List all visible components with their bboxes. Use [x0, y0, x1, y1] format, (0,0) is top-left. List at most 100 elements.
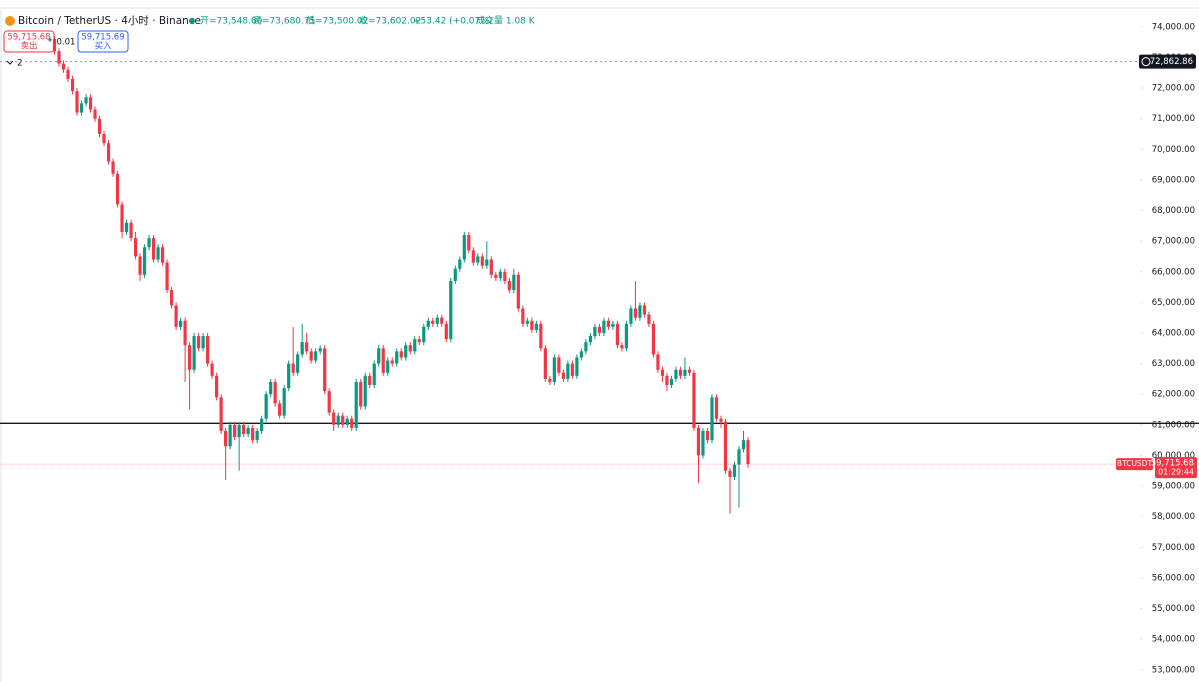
candle-body	[124, 222, 129, 232]
spread: 0.01	[57, 38, 76, 48]
candle-body	[606, 320, 610, 327]
candle-body	[471, 250, 475, 263]
candle-body	[237, 424, 241, 438]
y-tick-label: 69,000.00	[1152, 175, 1195, 185]
candle-body	[624, 323, 629, 349]
y-tick-label: 58,000.00	[1152, 512, 1195, 522]
candle-body	[539, 323, 543, 349]
candle-body	[530, 320, 534, 330]
candle-body	[57, 51, 61, 64]
candle-body	[462, 235, 466, 260]
candle-body	[620, 345, 624, 349]
candle-body	[206, 336, 210, 364]
candle-body	[372, 363, 376, 386]
candle-body	[282, 388, 286, 416]
candle-body	[368, 375, 372, 386]
candle-body	[678, 369, 683, 376]
open-value: 开=73,548.60	[200, 16, 263, 27]
candle-body	[633, 308, 638, 318]
candle-body	[584, 342, 588, 352]
candle-body	[160, 247, 165, 263]
candle-body	[422, 326, 426, 343]
y-tick-label: 53,000.00	[1152, 665, 1195, 675]
status-dot	[189, 18, 195, 24]
y-tick-label: 66,000.00	[1152, 267, 1195, 277]
candle-body	[336, 415, 340, 425]
candle-body	[719, 418, 723, 422]
candle-body	[597, 326, 601, 333]
candle-body	[66, 69, 70, 79]
candle-body	[296, 354, 300, 373]
candle-body	[705, 430, 710, 441]
close-value: 收=73,602.02	[359, 15, 421, 27]
y-tick-label: 70,000.00	[1152, 145, 1195, 155]
candle-body	[566, 363, 570, 379]
candle-body	[381, 348, 385, 373]
y-tick-label: 63,000.00	[1152, 359, 1195, 369]
candle-body	[588, 336, 592, 343]
candle-body	[291, 363, 295, 373]
y-tick-label: 65,000.00	[1152, 298, 1195, 308]
volume-value: 成交量 1.08 K	[476, 15, 536, 27]
candle-body	[534, 323, 538, 330]
last-price-box	[1155, 457, 1197, 479]
indicator-count: 2	[17, 59, 23, 69]
candle-body	[260, 418, 264, 431]
buy-price: 59,715.69	[81, 33, 124, 43]
candle-body	[133, 238, 138, 257]
crosshair-price: 72,862.86	[1150, 57, 1193, 67]
candle-body	[115, 173, 120, 205]
candle-body	[548, 378, 552, 382]
buy-button[interactable]	[77, 30, 129, 53]
candle-body	[192, 336, 196, 370]
candle-body	[449, 280, 453, 340]
candle-body	[516, 274, 520, 309]
candle-body	[737, 449, 741, 465]
candle-body	[746, 440, 750, 465]
candle-body	[723, 421, 728, 471]
candle-body	[570, 363, 574, 376]
countdown: 01:29:44	[1158, 468, 1194, 477]
candle-body	[692, 372, 696, 428]
candle-body	[696, 427, 701, 456]
y-tick-label: 57,000.00	[1152, 543, 1195, 553]
candle-body	[665, 375, 669, 386]
candle-body	[79, 103, 84, 113]
candle-body	[404, 345, 408, 358]
candle-body	[579, 351, 583, 358]
candle-body	[210, 363, 214, 376]
last-price-label: 59,715.68	[1151, 459, 1194, 469]
candle-body	[228, 424, 232, 447]
candle-body	[242, 424, 246, 435]
y-tick-label: 67,000.00	[1152, 237, 1195, 247]
candle-body	[710, 397, 714, 441]
candle-body	[741, 440, 746, 450]
candle-body	[332, 412, 336, 425]
y-tick-label: 64,000.00	[1152, 328, 1195, 338]
candle-body	[552, 357, 556, 382]
candle-body	[377, 348, 381, 364]
candle-body	[224, 430, 228, 447]
candle-body	[350, 418, 354, 428]
candle-body	[390, 360, 394, 364]
symbol-title: Bitcoin / TetherUS · 4小时 · Binance	[18, 15, 201, 27]
candle-body	[417, 339, 421, 343]
y-tick-label: 61,000.00	[1152, 420, 1195, 430]
candle-body	[61, 63, 66, 70]
candle-body	[498, 271, 502, 278]
candle-body	[318, 348, 322, 352]
candle-body	[269, 381, 273, 395]
y-tick-label: 62,000.00	[1152, 390, 1195, 400]
candle-body	[359, 381, 363, 407]
y-tick-label: 59,000.00	[1152, 482, 1195, 492]
candle-body	[687, 369, 692, 373]
candle-body	[305, 342, 309, 352]
candle-body	[413, 339, 417, 352]
candle-body	[120, 204, 124, 232]
candle-body	[485, 259, 489, 266]
candle-body	[503, 271, 507, 281]
candle-body	[142, 247, 147, 275]
candle-body	[575, 357, 579, 376]
candle-body	[683, 369, 687, 376]
candle-body	[327, 391, 331, 413]
